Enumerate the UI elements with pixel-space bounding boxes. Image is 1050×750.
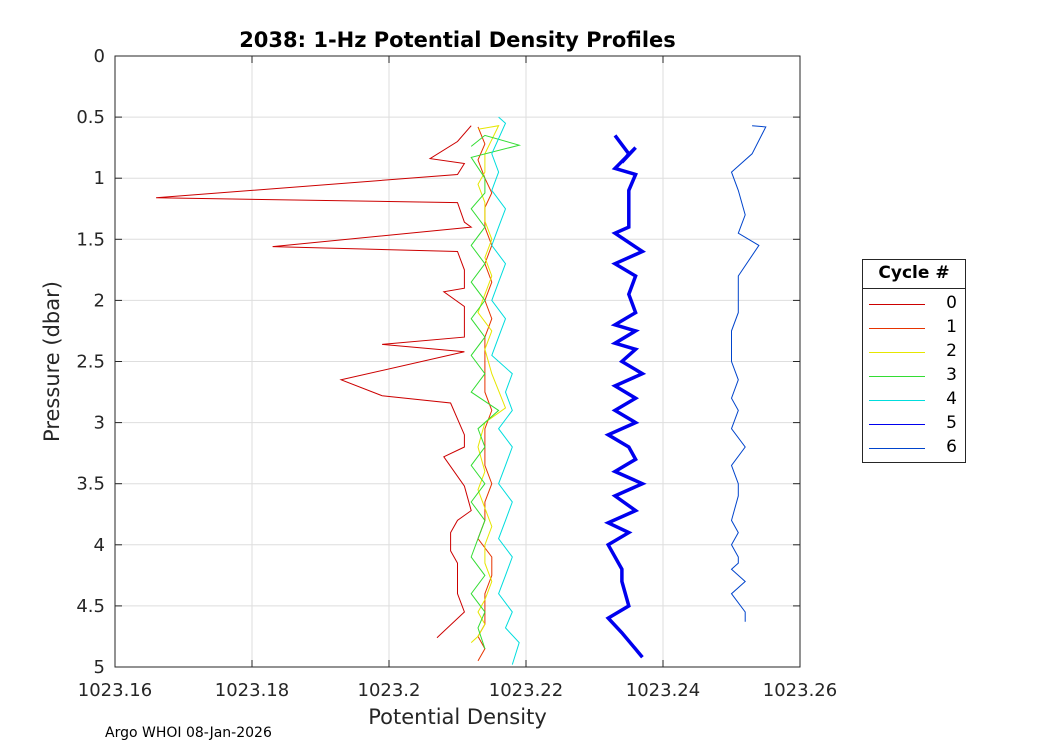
legend-label: 3: [946, 365, 957, 385]
series-lines: [156, 116, 767, 665]
y-tick-label: 2: [94, 290, 105, 311]
series-line-cycle-6: [730, 125, 767, 622]
legend-item-cycle-5: 5: [863, 412, 965, 436]
x-tick-label: 1023.18: [215, 680, 289, 701]
legend-item-cycle-0: 0: [863, 292, 965, 316]
axis-ticks: 1023.16 1023.18 1023.2 1023.22 1023.24 1023.2…: [76, 46, 837, 701]
x-tick-label: 1023.16: [78, 680, 152, 701]
y-tick-label: 5: [94, 657, 105, 678]
legend-item-cycle-1: 1: [863, 316, 965, 340]
legend-item-cycle-4: 4: [863, 388, 965, 412]
y-tick-label: 1.5: [76, 229, 105, 250]
chart-title: 2038: 1-Hz Potential Density Profiles: [239, 28, 676, 52]
legend-divider: [863, 288, 965, 289]
legend-label: 1: [946, 317, 957, 337]
legend-label: 4: [946, 389, 957, 409]
x-axis-label: Potential Density: [368, 705, 547, 729]
series-line-cycle-5: [604, 134, 647, 659]
legend-item-cycle-6: 6: [863, 436, 965, 460]
legend-swatch: [869, 352, 925, 353]
legend-item-cycle-3: 3: [863, 364, 965, 388]
series-line-cycle-0: [156, 125, 473, 639]
x-tick-label: 1023.2: [358, 680, 421, 701]
legend-label: 6: [946, 437, 957, 457]
legend-item-cycle-2: 2: [863, 340, 965, 364]
legend-swatch: [869, 376, 925, 377]
y-tick-label: 1: [94, 168, 105, 189]
y-tick-label: 2.5: [76, 352, 105, 373]
legend-label: 0: [946, 293, 957, 313]
legend-swatch: [869, 328, 925, 329]
series-line-cycle-3: [470, 134, 522, 649]
legend-swatch: [869, 400, 925, 401]
legend-swatch: [869, 448, 925, 449]
legend-swatch: [869, 424, 925, 425]
legend-swatch: [869, 304, 925, 305]
y-tick-label: 3: [94, 413, 105, 434]
legend-label: 5: [946, 413, 957, 433]
x-tick-label: 1023.22: [489, 680, 563, 701]
x-tick-label: 1023.24: [626, 680, 700, 701]
y-tick-label: 4: [94, 535, 105, 556]
y-tick-label: 0.5: [76, 107, 105, 128]
x-tick-label: 1023.26: [763, 680, 837, 701]
legend-label: 2: [946, 341, 957, 361]
legend: Cycle # 0 1 2 3 4 5 6: [862, 259, 966, 463]
footer-credit: Argo WHOI 08-Jan-2026: [105, 725, 272, 741]
y-axis-label: Pressure (dbar): [40, 281, 64, 442]
y-tick-label: 4.5: [76, 596, 105, 617]
series-line-cycle-2: [470, 125, 507, 643]
y-tick-label: 0: [94, 46, 105, 67]
legend-title: Cycle #: [878, 263, 950, 283]
y-tick-label: 3.5: [76, 474, 105, 495]
series-line-cycle-4: [491, 116, 520, 665]
